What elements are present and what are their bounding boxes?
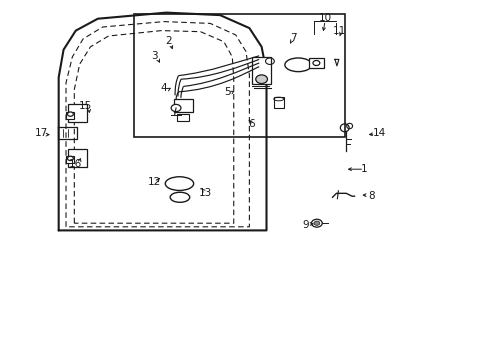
Text: 10: 10: [318, 13, 331, 23]
Bar: [273, 97, 283, 108]
Bar: [251, 57, 271, 84]
Text: 13: 13: [198, 188, 212, 198]
Text: 1: 1: [360, 164, 367, 174]
Bar: [134, 14, 344, 137]
Circle shape: [67, 112, 73, 116]
Circle shape: [67, 156, 73, 161]
Bar: [65, 156, 74, 163]
Text: 16: 16: [69, 159, 82, 169]
Bar: [68, 104, 87, 122]
Text: 6: 6: [248, 119, 255, 129]
Circle shape: [255, 75, 267, 84]
Text: 3: 3: [150, 51, 157, 61]
Circle shape: [311, 219, 322, 227]
Bar: [177, 114, 189, 121]
Text: 11: 11: [332, 26, 346, 36]
Text: 15: 15: [79, 101, 92, 111]
Bar: [308, 58, 324, 68]
Text: 14: 14: [371, 128, 385, 138]
Text: 7: 7: [289, 33, 296, 43]
Text: 8: 8: [367, 191, 374, 201]
Text: 5: 5: [224, 87, 230, 97]
Circle shape: [313, 221, 319, 225]
Text: 17: 17: [35, 128, 48, 138]
Text: 12: 12: [147, 177, 161, 187]
Bar: [65, 112, 74, 119]
Bar: [173, 99, 193, 112]
Circle shape: [171, 104, 181, 112]
Text: 4: 4: [160, 83, 167, 93]
Circle shape: [312, 60, 319, 66]
Text: 9: 9: [302, 220, 308, 230]
Text: 2: 2: [165, 36, 172, 46]
Bar: [68, 149, 87, 167]
